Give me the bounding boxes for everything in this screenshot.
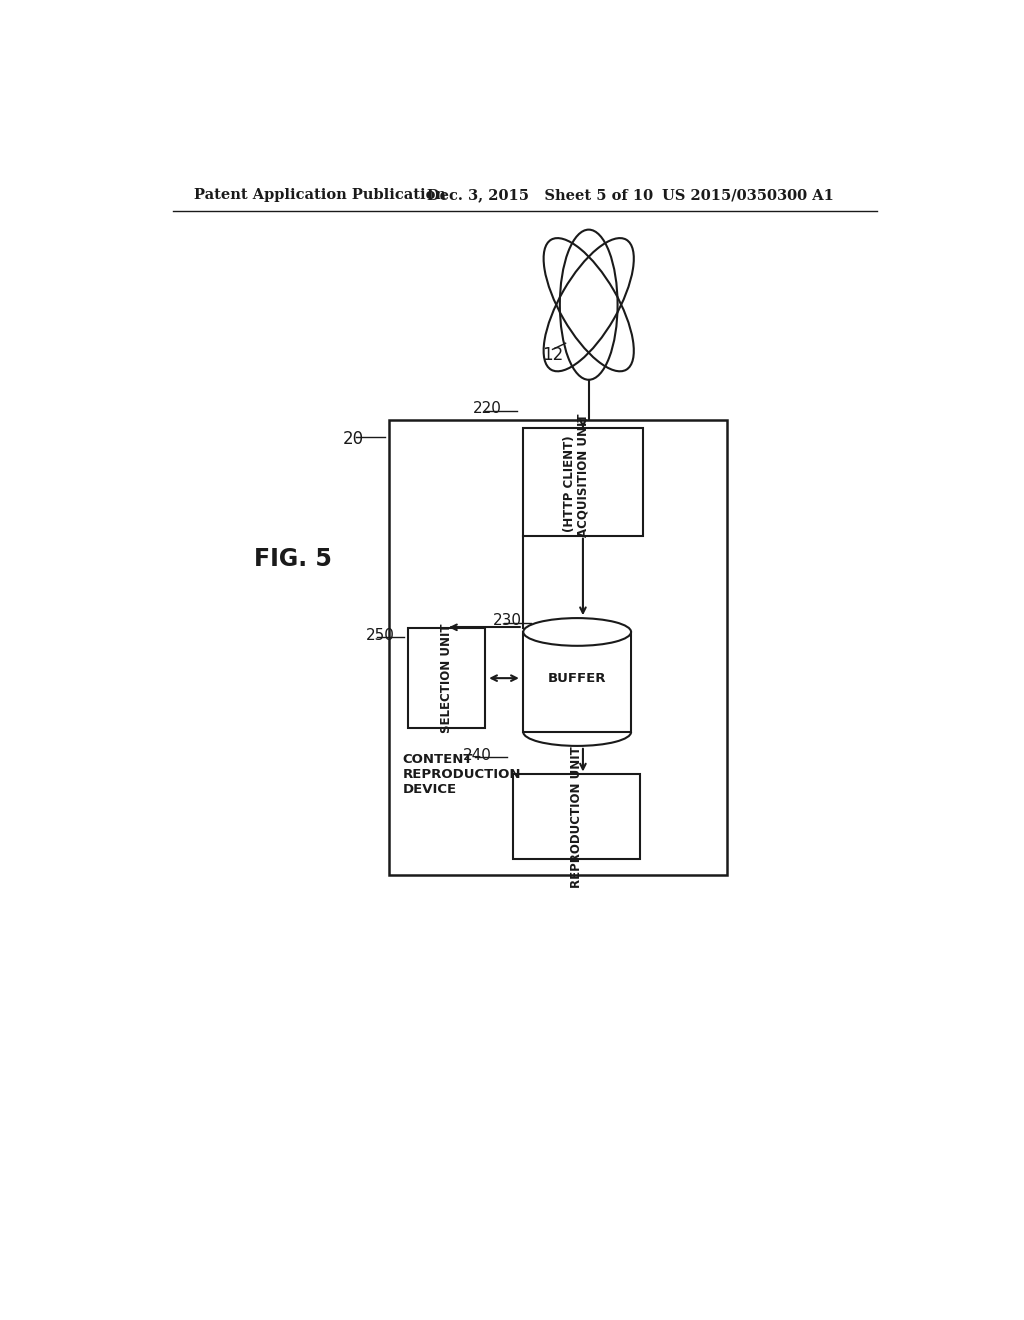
Bar (523, 428, 643, 536)
Text: ACQUISITION UNIT: ACQUISITION UNIT (577, 414, 590, 537)
Bar (513, 775, 640, 859)
Text: US 2015/0350300 A1: US 2015/0350300 A1 (662, 189, 834, 202)
Text: 240: 240 (463, 747, 493, 763)
Text: Patent Application Publication: Patent Application Publication (194, 189, 445, 202)
Text: 20: 20 (342, 430, 364, 449)
Text: CONTENT
REPRODUCTION
DEVICE: CONTENT REPRODUCTION DEVICE (402, 752, 521, 796)
Text: (HTTP CLIENT): (HTTP CLIENT) (562, 436, 575, 532)
Text: BUFFER: BUFFER (548, 672, 606, 685)
Ellipse shape (523, 618, 631, 645)
Bar (408, 628, 484, 729)
Bar (524, 632, 630, 660)
Bar (523, 632, 631, 733)
Text: 230: 230 (493, 612, 521, 628)
Text: REPRODUCTION UNIT: REPRODUCTION UNIT (570, 746, 584, 887)
Text: 250: 250 (366, 628, 394, 643)
Text: SELECTION UNIT: SELECTION UNIT (439, 623, 453, 733)
Text: FIG. 5: FIG. 5 (254, 546, 332, 570)
Bar (388, 420, 727, 875)
Text: 220: 220 (473, 401, 502, 416)
Text: Dec. 3, 2015   Sheet 5 of 10: Dec. 3, 2015 Sheet 5 of 10 (427, 189, 653, 202)
Text: 12: 12 (543, 346, 564, 364)
